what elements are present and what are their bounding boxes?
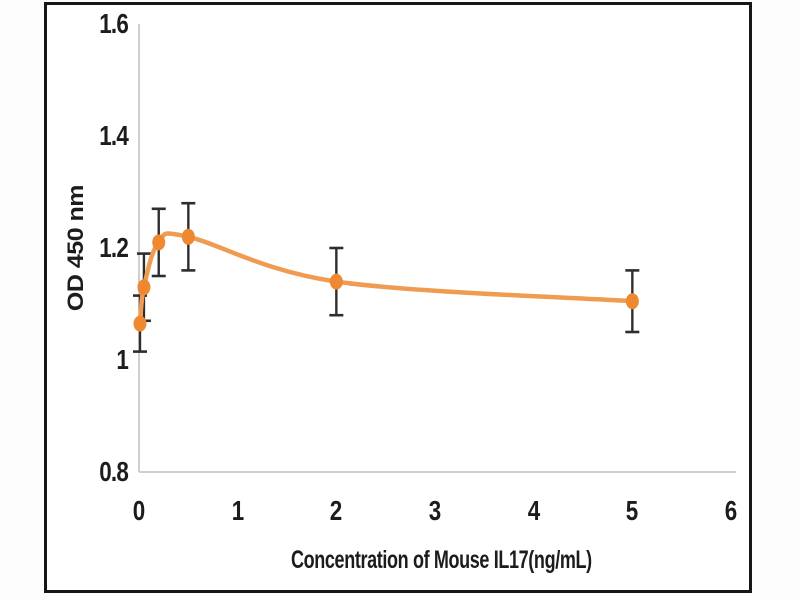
data-point-marker	[137, 279, 151, 296]
y-tick-label: 1.6	[99, 8, 129, 39]
series-line	[137, 231, 635, 326]
y-axis-title: OD 450 nm	[63, 184, 89, 312]
data-point-marker	[625, 293, 639, 310]
x-tick-label: 6	[724, 495, 738, 526]
y-tick-label: 1	[116, 344, 128, 375]
x-tick-label: 4	[527, 495, 540, 526]
data-point-marker	[133, 315, 147, 332]
y-tick-label: 1.4	[99, 120, 129, 151]
data-point-marker	[181, 228, 195, 245]
x-tick-label: 3	[428, 495, 442, 526]
x-tick-label: 2	[330, 495, 343, 526]
x-tick-label: 1	[231, 495, 244, 526]
x-tick-label: 0	[132, 495, 146, 526]
y-tick-label: 1.2	[99, 232, 129, 263]
data-point-marker	[152, 234, 166, 251]
x-axis-title: Concentration of Mouse IL17(ng/mL)	[291, 546, 592, 574]
x-tick-label: 5	[626, 495, 639, 526]
y-tick-label: 0.8	[99, 456, 129, 487]
data-point-marker	[329, 273, 343, 290]
